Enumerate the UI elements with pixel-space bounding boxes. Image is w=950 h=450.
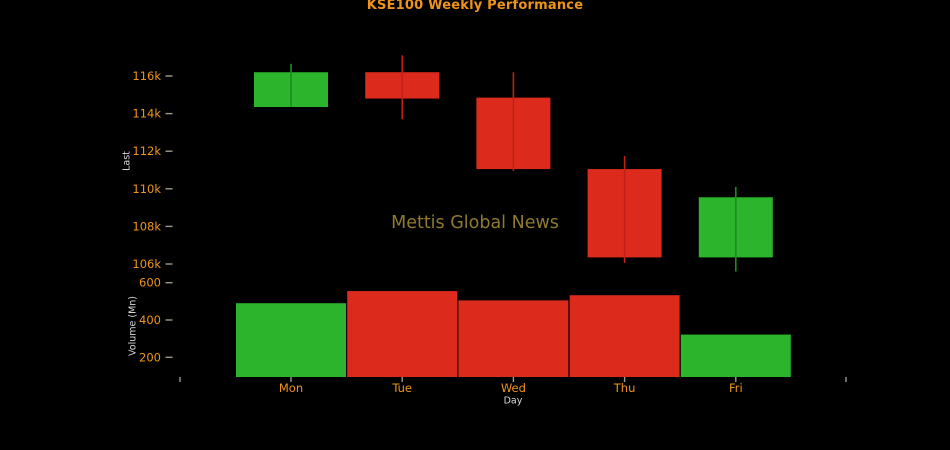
volume-y-tick-label: 400 — [139, 313, 161, 327]
price-y-tick-label: 106k — [132, 257, 161, 271]
x-tick-label-thu: Thu — [613, 381, 636, 395]
volume-bar-thu — [569, 295, 680, 377]
price-y-tick-label: 112k — [132, 144, 161, 158]
volume-y-tick-label: 600 — [139, 276, 161, 290]
watermark: Mettis Global News — [391, 213, 559, 233]
volume-y-tick-label: 200 — [139, 350, 161, 364]
price-y-tick-label: 108k — [132, 219, 161, 233]
volume-bar-fri — [680, 334, 791, 377]
price-y-tick-label: 116k — [132, 69, 161, 83]
chart-title: KSE100 Weekly Performance — [366, 0, 584, 13]
x-axis-title: Day — [503, 395, 523, 407]
x-tick-label-wed: Wed — [501, 381, 526, 395]
volume-bar-mon — [236, 303, 346, 377]
x-tick-label-fri: Fri — [729, 381, 743, 395]
price-y-tick-label: 110k — [132, 182, 161, 196]
price-y-tick-label: 114k — [132, 107, 161, 121]
x-tick-label-mon: Mon — [279, 381, 303, 395]
volume-bar-tue — [347, 291, 458, 377]
x-tick-label-tue: Tue — [391, 381, 412, 395]
volume-bar-wed — [458, 300, 569, 377]
